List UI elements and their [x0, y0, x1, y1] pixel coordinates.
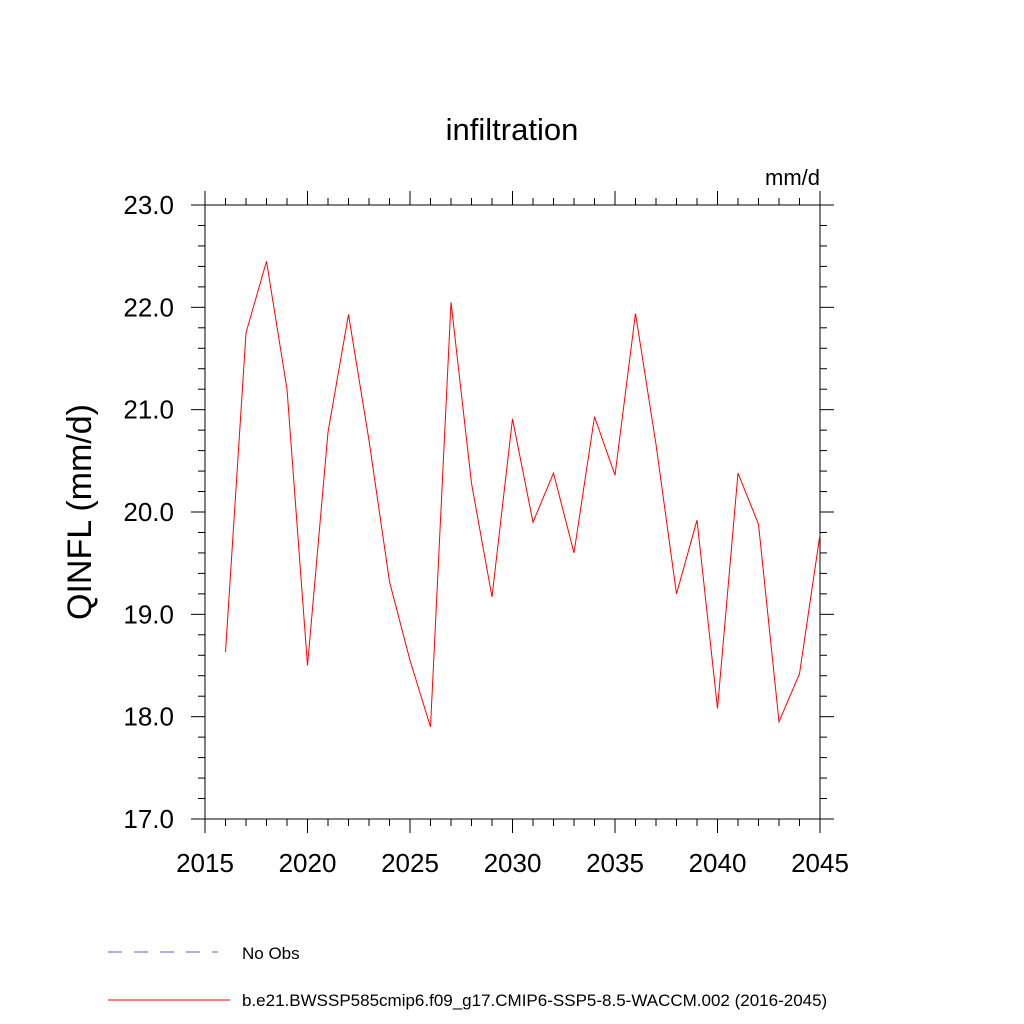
legend-label-model-run: b.e21.BWSSP585cmip6.f09_g17.CMIP6-SSP5-8…: [242, 991, 827, 1010]
legend: No Obs b.e21.BWSSP585cmip6.f09_g17.CMIP6…: [108, 944, 827, 1010]
y-tick-label: 17.0: [123, 804, 174, 834]
x-tick-label: 2025: [381, 848, 439, 878]
y-tick-label: 21.0: [123, 395, 174, 425]
chart-title: infiltration: [446, 112, 579, 147]
units-label: mm/d: [765, 165, 820, 190]
x-tick-label: 2020: [279, 848, 337, 878]
y-tick-label: 18.0: [123, 702, 174, 732]
axis-tick-labels: 2015 2020 2025 2030 2035 2040 2045 17.0 18.0 19.0…: [123, 190, 849, 878]
x-tick-label: 2030: [484, 848, 542, 878]
y-tick-label: 22.0: [123, 292, 174, 322]
y-axis-label: QINFL (mm/d): [61, 404, 99, 620]
plot-frame: [204, 204, 821, 820]
series-line: [225, 261, 821, 728]
x-tick-label: 2015: [176, 848, 234, 878]
x-tick-label: 2035: [586, 848, 644, 878]
y-tick-label: 23.0: [123, 190, 174, 220]
legend-label-no-obs: No Obs: [242, 944, 300, 963]
x-tick-label: 2045: [791, 848, 849, 878]
series-lines: [225, 261, 821, 728]
y-tick-label: 19.0: [123, 599, 174, 629]
x-tick-label: 2040: [689, 848, 747, 878]
y-tick-label: 20.0: [123, 497, 174, 527]
axis-ticks: [191, 191, 834, 833]
